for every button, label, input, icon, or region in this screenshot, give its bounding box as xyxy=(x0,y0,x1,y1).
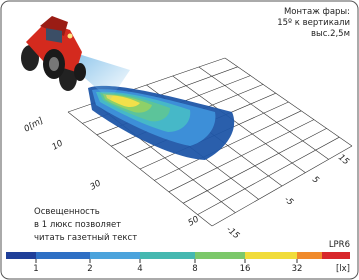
scale-label: 1 xyxy=(33,264,38,274)
illuminance-note: читать газетный текст xyxy=(34,233,137,243)
mount-note: 15º к вертикали xyxy=(277,18,350,28)
scale-unit: [lx] xyxy=(336,264,350,274)
illuminance-note: Освещенность xyxy=(34,207,100,217)
model-name: LPR6 xyxy=(329,240,350,250)
color-scale xyxy=(6,252,350,259)
scale-label: 2 xyxy=(87,264,92,274)
diagram: Монтаж фары: 15º к вертикали выс.2,5м 0[… xyxy=(0,0,359,280)
scale-label: 16 xyxy=(240,264,251,274)
mount-note: выс.2,5м xyxy=(311,29,350,39)
scale-label: 8 xyxy=(192,264,197,274)
scale-label: 32 xyxy=(292,264,303,274)
illuminance-note: в 1 люкс позволяет xyxy=(34,220,121,230)
scale-label: 4 xyxy=(137,264,142,274)
mount-note: Монтаж фары: xyxy=(284,7,350,17)
